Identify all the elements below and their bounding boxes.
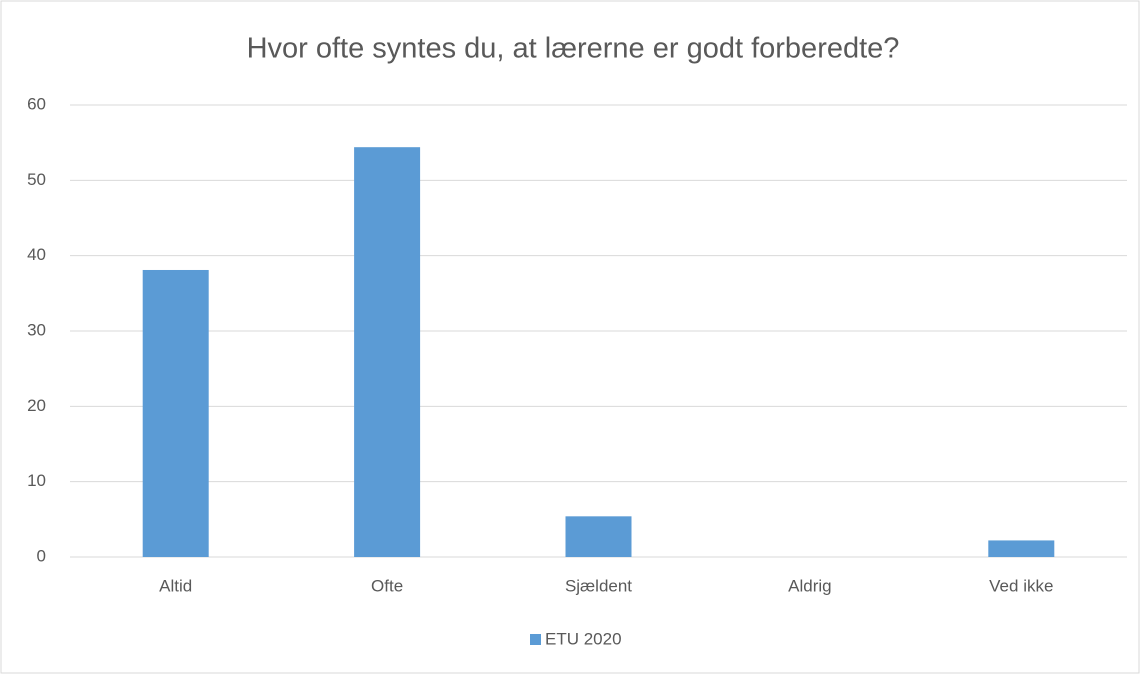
y-tick-label: 50 bbox=[27, 170, 46, 189]
x-tick-label: Aldrig bbox=[788, 576, 831, 595]
y-tick-label: 0 bbox=[37, 546, 46, 565]
bar bbox=[142, 269, 209, 557]
x-tick-label: Sjældent bbox=[565, 576, 632, 595]
legend-swatch bbox=[530, 634, 541, 645]
chart-title: Hvor ofte syntes du, at lærerne er godt … bbox=[247, 33, 900, 65]
y-tick-label: 10 bbox=[27, 471, 46, 490]
bar bbox=[988, 540, 1055, 557]
y-tick-label: 20 bbox=[27, 396, 46, 415]
x-tick-label: Ved ikke bbox=[989, 576, 1053, 595]
x-tick-label: Altid bbox=[159, 576, 192, 595]
x-tick-label: Ofte bbox=[371, 576, 403, 595]
legend-label: ETU 2020 bbox=[545, 629, 622, 648]
bar bbox=[565, 516, 632, 557]
y-tick-label: 40 bbox=[27, 245, 46, 264]
y-tick-label: 30 bbox=[27, 320, 46, 339]
y-tick-label: 60 bbox=[27, 94, 46, 113]
bar bbox=[354, 147, 421, 558]
